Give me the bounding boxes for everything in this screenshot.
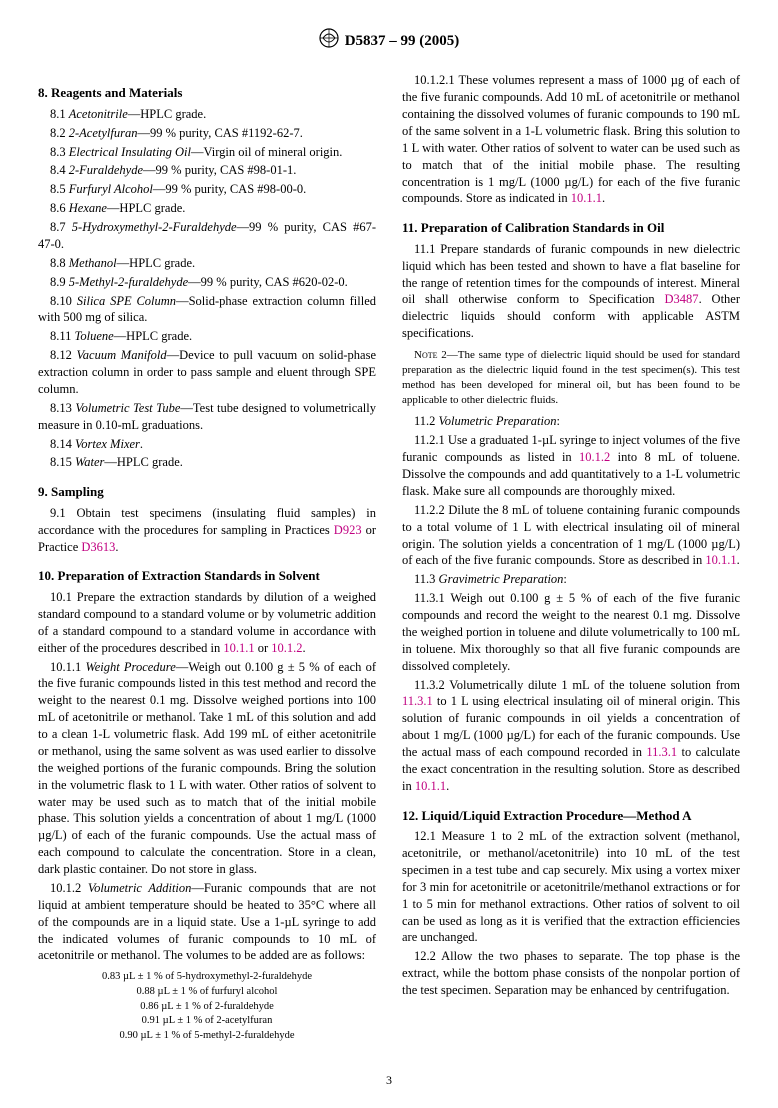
note-2: Note 2—The same type of dielectric liqui… (402, 348, 740, 407)
para-11-2-2: 11.2.2 Dilute the 8 mL of toluene contai… (402, 502, 740, 570)
vol-item-5: 0.90 µL ± 1 % of 5-methyl-2-furaldehyde (38, 1029, 376, 1044)
para-8-6: 8.6 Hexane—HPLC grade. (38, 200, 376, 217)
section-9-title: 9. Sampling (38, 483, 376, 501)
para-11-3-2: 11.3.2 Volumetrically dilute 1 mL of the… (402, 677, 740, 795)
vol-item-1: 0.83 µL ± 1 % of 5-hydroxymethyl-2-fural… (38, 970, 376, 985)
page-header: D5837 – 99 (2005) (38, 28, 740, 54)
para-10-1: 10.1 Prepare the extraction standards by… (38, 589, 376, 657)
astm-logo-icon (319, 28, 339, 54)
link-10-1-1[interactable]: 10.1.1 (223, 641, 254, 655)
para-11-3: 11.3 Gravimetric Preparation: (402, 571, 740, 588)
para-8-3: 8.3 Electrical Insulating Oil—Virgin oil… (38, 144, 376, 161)
para-8-5: 8.5 Furfuryl Alcohol—99 % purity, CAS #9… (38, 181, 376, 198)
link-10-1-1-d[interactable]: 10.1.1 (415, 779, 446, 793)
link-10-1-1-c[interactable]: 10.1.1 (705, 553, 736, 567)
content-columns: 8. Reagents and Materials 8.1 Acetonitri… (38, 72, 740, 1043)
para-8-15: 8.15 Water—HPLC grade. (38, 454, 376, 471)
section-8-title: 8. Reagents and Materials (38, 84, 376, 102)
para-12-1: 12.1 Measure 1 to 2 mL of the extraction… (402, 828, 740, 946)
para-11-3-1: 11.3.1 Weigh out 0.100 g ± 5 % of each o… (402, 590, 740, 674)
link-d923[interactable]: D923 (334, 523, 362, 537)
link-11-3-1-b[interactable]: 11.3.1 (646, 745, 677, 759)
para-8-12: 8.12 Vacuum Manifold—Device to pull vacu… (38, 347, 376, 398)
link-10-1-1-b[interactable]: 10.1.1 (571, 191, 602, 205)
page-number: 3 (38, 1072, 740, 1088)
para-9-1: 9.1 Obtain test specimens (insulating fl… (38, 505, 376, 556)
section-11-title: 11. Preparation of Calibration Standards… (402, 219, 740, 237)
para-8-4: 8.4 2-Furaldehyde—99 % purity, CAS #98-0… (38, 162, 376, 179)
link-d3613[interactable]: D3613 (81, 540, 115, 554)
link-10-1-2[interactable]: 10.1.2 (271, 641, 302, 655)
para-10-1-1: 10.1.1 Weight Procedure—Weigh out 0.100 … (38, 659, 376, 878)
link-d3487[interactable]: D3487 (665, 292, 699, 306)
link-11-3-1[interactable]: 11.3.1 (402, 694, 433, 708)
para-8-9: 8.9 5-Methyl-2-furaldehyde—99 % purity, … (38, 274, 376, 291)
designation-text: D5837 – 99 (2005) (345, 31, 460, 51)
section-10-title: 10. Preparation of Extraction Standards … (38, 567, 376, 585)
para-12-2: 12.2 Allow the two phases to separate. T… (402, 948, 740, 999)
para-11-2-1: 11.2.1 Use a graduated 1-µL syringe to i… (402, 432, 740, 500)
para-8-10: 8.10 Silica SPE Column—Solid-phase extra… (38, 293, 376, 327)
para-11-1: 11.1 Prepare standards of furanic compou… (402, 241, 740, 342)
vol-item-3: 0.86 µL ± 1 % of 2-furaldehyde (38, 1000, 376, 1015)
volume-list: 0.83 µL ± 1 % of 5-hydroxymethyl-2-fural… (38, 970, 376, 1043)
para-8-2: 8.2 2-Acetylfuran—99 % purity, CAS #1192… (38, 125, 376, 142)
right-column: 10.1.2.1 These volumes represent a mass … (402, 72, 740, 1043)
link-10-1-2-b[interactable]: 10.1.2 (579, 450, 610, 464)
para-8-11: 8.11 Toluene—HPLC grade. (38, 328, 376, 345)
vol-item-2: 0.88 µL ± 1 % of furfuryl alcohol (38, 985, 376, 1000)
left-column: 8. Reagents and Materials 8.1 Acetonitri… (38, 72, 376, 1043)
vol-item-4: 0.91 µL ± 1 % of 2-acetylfuran (38, 1014, 376, 1029)
para-11-2: 11.2 Volumetric Preparation: (402, 413, 740, 430)
para-8-13: 8.13 Volumetric Test Tube—Test tube desi… (38, 400, 376, 434)
para-10-1-2: 10.1.2 Volumetric Addition—Furanic compo… (38, 880, 376, 964)
para-8-8: 8.8 Methanol—HPLC grade. (38, 255, 376, 272)
para-8-7: 8.7 5-Hydroxymethyl-2-Furaldehyde—99 % p… (38, 219, 376, 253)
para-8-14: 8.14 Vortex Mixer. (38, 436, 376, 453)
para-10-1-2-1: 10.1.2.1 These volumes represent a mass … (402, 72, 740, 207)
para-8-1: 8.1 Acetonitrile—HPLC grade. (38, 106, 376, 123)
section-12-title: 12. Liquid/Liquid Extraction Procedure—M… (402, 807, 740, 825)
